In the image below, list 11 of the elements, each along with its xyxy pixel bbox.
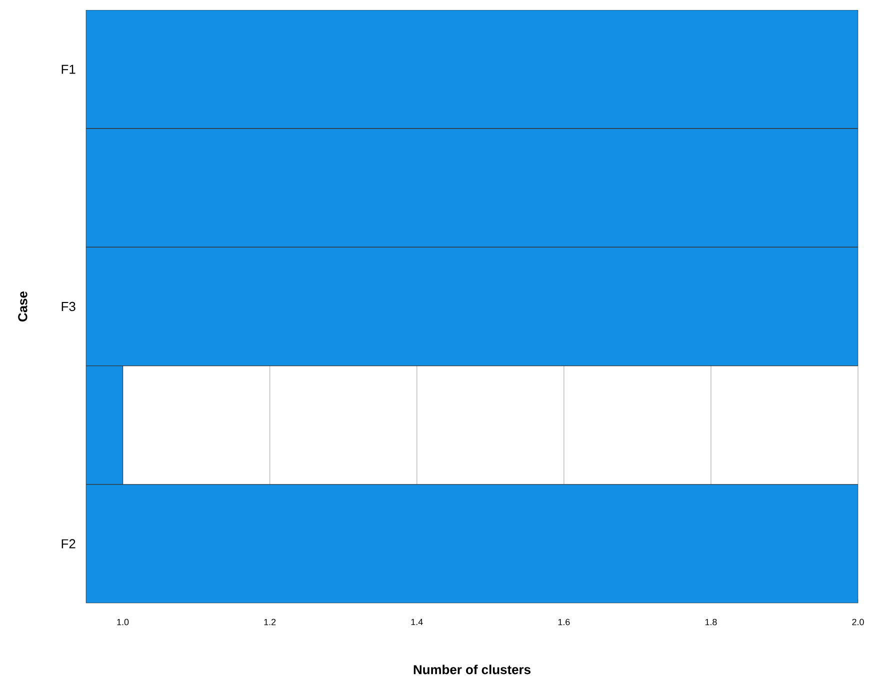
x-tick-label: 1.4 — [411, 618, 423, 626]
y-tick-label: F3 — [62, 302, 76, 312]
x-tick-label: 1.2 — [264, 618, 276, 626]
x-tick-label: 2.0 — [852, 618, 864, 626]
x-tick-label: 1.0 — [117, 618, 129, 626]
x-tick-label: 1.8 — [705, 618, 717, 626]
y-tick-label: F1 — [62, 64, 76, 74]
y-tick-label: F2 — [62, 539, 76, 548]
y-axis-title: Case — [18, 291, 28, 322]
x-axis-title: Number of clusters — [414, 664, 530, 674]
x-tick-label: 1.6 — [558, 618, 570, 626]
